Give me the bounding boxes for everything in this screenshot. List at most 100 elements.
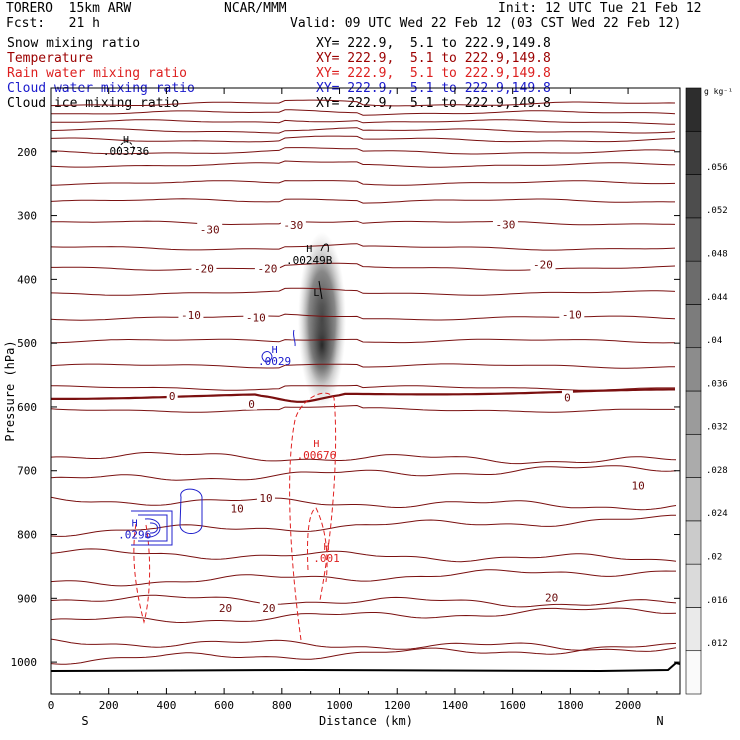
terrain-line	[51, 661, 680, 673]
temperature-contour-label: -10	[562, 308, 582, 321]
maximum-value: .00676	[297, 449, 337, 462]
temp-label-bg	[191, 261, 217, 275]
colorbar-cell	[685, 390, 702, 435]
temperature-contour	[51, 243, 676, 251]
legend-xy-line: XY= 222.9, 5.1 to 222.9,149.8	[316, 66, 551, 81]
temperature-contour	[51, 99, 676, 107]
temperature-contour	[51, 287, 676, 296]
temperature-contour	[51, 220, 676, 226]
legend-xy-line: XY= 222.9, 5.1 to 222.9,149.8	[316, 96, 551, 111]
model-title: TORERO 15km ARW	[6, 1, 132, 16]
temperature-contour	[51, 638, 677, 652]
temperature-contour-label: 20	[545, 592, 558, 605]
rain-contour	[307, 507, 328, 583]
cloud-water-contour	[144, 518, 161, 538]
temperature-contour	[51, 465, 677, 481]
colorbar-cell	[685, 87, 702, 132]
y-tick-label: 500	[17, 337, 37, 350]
cloud-ice-contour	[320, 243, 329, 253]
y-tick-label: 600	[17, 401, 37, 414]
temp-label-bg	[280, 218, 306, 232]
y-tick-label: 200	[17, 146, 37, 159]
cloud-water-contour	[179, 488, 203, 534]
maximum-value: .001	[313, 552, 340, 565]
minimum-marker: L	[313, 288, 319, 299]
colorbar-tick-label: .056	[706, 163, 728, 173]
maximum-marker: H	[306, 244, 312, 255]
temp-label-bg	[259, 600, 278, 614]
temperature-contour-label: -30	[283, 219, 303, 232]
maximum-value: .00249B	[286, 254, 333, 267]
colorbar-tick-label: .024	[706, 509, 728, 519]
temp-label-bg	[254, 261, 280, 275]
colorbar-cell	[685, 433, 702, 478]
temp-label-bg	[216, 600, 235, 614]
colorbar-tick-label: .012	[706, 639, 728, 649]
temperature-contour	[51, 160, 676, 168]
temperature-contour	[51, 262, 676, 271]
maximum-marker: H	[272, 345, 278, 356]
legend-item: Cloud ice mixing ratio	[7, 96, 180, 111]
temp-label-bg	[561, 390, 573, 404]
temperature-contour-label: 0	[169, 390, 176, 403]
temp-label-bg	[243, 310, 269, 324]
colorbar-cell	[685, 563, 702, 608]
temperature-contour	[51, 514, 676, 537]
x-tick-label: 400	[156, 699, 176, 712]
maximum-marker: H	[132, 519, 138, 530]
maximum-value: .0029	[258, 355, 291, 368]
temperature-contour	[51, 404, 675, 413]
temperature-contour	[51, 119, 675, 125]
colorbar-cell	[685, 304, 702, 349]
temperature-contour-label: -20	[194, 263, 214, 276]
temp-label-bg	[197, 222, 223, 236]
cloud-water-contour	[292, 329, 296, 347]
colorbar-cell	[685, 260, 702, 305]
temperature-contour	[51, 109, 676, 116]
colorbar-tick-label: .02	[706, 552, 722, 562]
x-tick-label: 800	[272, 699, 292, 712]
plot-frame	[50, 87, 681, 695]
temperature-contour	[51, 363, 676, 369]
legend-item: Rain water mixing ratio	[7, 66, 188, 81]
y-tick-label: 1000	[11, 656, 38, 669]
colorbar-cell	[685, 520, 702, 565]
colorbar-tick-label: .052	[706, 206, 728, 216]
x-tick-label: 0	[48, 699, 55, 712]
init-time: Init: 12 UTC Tue 21 Feb 12	[498, 1, 702, 16]
cloud-ice-contour	[318, 280, 323, 300]
x-tick-label: 600	[214, 699, 234, 712]
rain-contour	[133, 523, 151, 624]
temperature-contour	[51, 548, 677, 563]
colorbar-tick-label: .036	[706, 379, 728, 389]
temperature-contour-label: -20	[533, 259, 553, 272]
cloud-water-contour	[138, 514, 168, 542]
x-tick-label: 200	[99, 699, 119, 712]
x-tick-label: 1400	[442, 699, 469, 712]
maximum-value: .003736	[103, 145, 149, 158]
colorbar-tick-label: .044	[706, 293, 728, 303]
temperature-contour	[51, 127, 676, 134]
temp-label-bg	[492, 217, 518, 231]
x-tick-label: 1600	[499, 699, 526, 712]
temperature-contour	[51, 135, 676, 143]
temperature-contour	[51, 452, 677, 465]
temp-label-bg	[166, 389, 178, 403]
temperature-contour	[51, 642, 677, 665]
temperature-contour-label: -10	[246, 312, 266, 325]
maximum-marker: H	[123, 135, 129, 146]
temperature-contour	[51, 338, 676, 344]
temperature-contour	[51, 569, 676, 587]
valid-time: Valid: 09 UTC Wed 22 Feb 12 (03 CST Wed …	[290, 16, 682, 31]
colorbar-tick-label: .028	[706, 466, 728, 476]
forecast-hour: Fcst: 21 h	[6, 16, 100, 31]
temp-label-bg	[559, 307, 585, 321]
cloud-water-contour	[261, 351, 273, 363]
snow-contour	[117, 141, 135, 151]
legend-xy-line: XY= 222.9, 5.1 to 222.9,149.8	[316, 51, 551, 66]
y-tick-label: 900	[17, 592, 37, 605]
colorbar-cell	[685, 347, 702, 392]
cloud-ice-core	[307, 305, 337, 385]
temperature-contour-label: 20	[219, 602, 232, 615]
